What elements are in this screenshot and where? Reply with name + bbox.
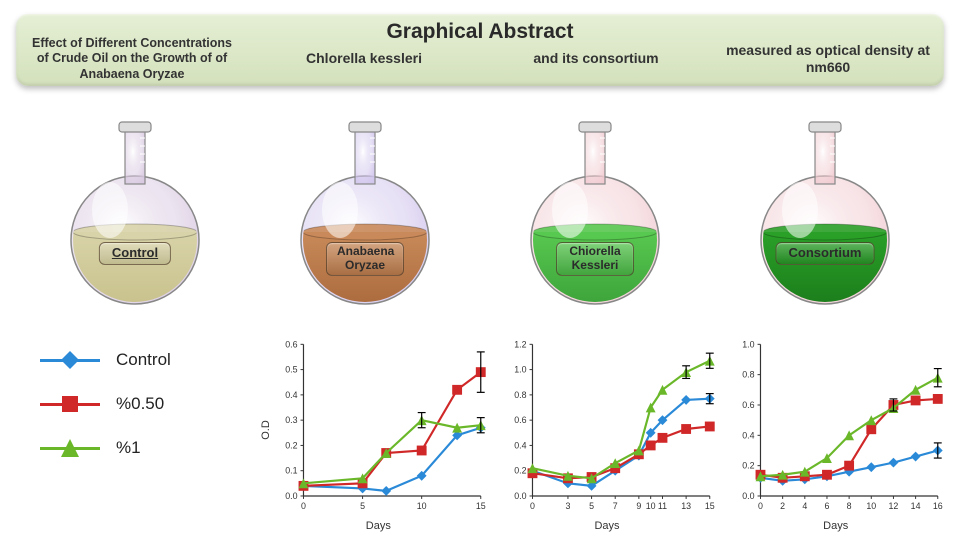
legend-label-1: %0.50 — [116, 394, 164, 414]
charts-row: O.D0.00.10.20.30.40.50.6051015Days0.00.2… — [270, 330, 944, 530]
svg-text:10: 10 — [867, 501, 877, 511]
svg-text:0: 0 — [530, 501, 535, 511]
legend-label-2: %1 — [116, 438, 141, 458]
svg-text:0.1: 0.1 — [285, 466, 297, 476]
svg-text:1.2: 1.2 — [514, 339, 526, 349]
svg-text:9: 9 — [636, 501, 641, 511]
chart-0-xlabel: Days — [270, 520, 487, 532]
svg-text:0.4: 0.4 — [285, 390, 297, 400]
svg-text:14: 14 — [911, 501, 921, 511]
chart-1-xlabel: Days — [499, 520, 716, 532]
chart-2-xlabel: Days — [727, 520, 944, 532]
legend-item-2: %1 — [40, 438, 240, 458]
svg-text:0.2: 0.2 — [514, 466, 526, 476]
svg-text:1.0: 1.0 — [743, 339, 755, 349]
legend-label-0: Control — [116, 350, 171, 370]
svg-text:0.0: 0.0 — [743, 491, 755, 501]
header-banner: Graphical Abstract Effect of Different C… — [16, 14, 944, 86]
flask-3: Consortium — [725, 100, 925, 310]
banner-cell-2: and its consortium — [480, 50, 712, 68]
svg-text:13: 13 — [681, 501, 691, 511]
legend: Control %0.50 %1 — [40, 350, 240, 482]
svg-text:0.0: 0.0 — [285, 491, 297, 501]
svg-text:15: 15 — [476, 501, 486, 511]
legend-item-0: Control — [40, 350, 240, 370]
flask-2: ChiorellaKessleri — [495, 100, 695, 310]
banner-cell-1: Chlorella kessleri — [248, 50, 480, 68]
svg-text:0.6: 0.6 — [514, 415, 526, 425]
svg-text:6: 6 — [825, 501, 830, 511]
svg-text:0.3: 0.3 — [285, 415, 297, 425]
flask-label-1: AnabaenaOryzae — [326, 242, 404, 276]
svg-text:10: 10 — [645, 501, 655, 511]
svg-text:0.4: 0.4 — [743, 430, 755, 440]
svg-text:0.2: 0.2 — [743, 461, 755, 471]
flask-label-0: Control — [99, 242, 171, 265]
svg-text:15: 15 — [705, 501, 715, 511]
svg-text:11: 11 — [658, 501, 667, 511]
svg-text:0.6: 0.6 — [743, 400, 755, 410]
chart-1: 0.0 0.2 0.4 0.6 0.8 1.0 1.2 0 3 5 7 9 1011 13 15 Days — [499, 330, 716, 530]
svg-text:10: 10 — [417, 501, 427, 511]
svg-text:0: 0 — [758, 501, 763, 511]
flask-0: Control — [35, 100, 235, 310]
flask-label-2: ChiorellaKessleri — [556, 242, 634, 276]
flask-1: AnabaenaOryzae — [265, 100, 465, 310]
svg-text:0.4: 0.4 — [514, 440, 526, 450]
legend-item-1: %0.50 — [40, 394, 240, 414]
banner-title: Graphical Abstract — [16, 20, 944, 44]
svg-text:12: 12 — [889, 501, 899, 511]
flask-label-3: Consortium — [776, 242, 875, 265]
svg-text:0: 0 — [301, 501, 306, 511]
svg-text:1.0: 1.0 — [514, 365, 526, 375]
svg-text:0.8: 0.8 — [743, 370, 755, 380]
svg-text:0.5: 0.5 — [285, 365, 297, 375]
svg-text:2: 2 — [781, 501, 786, 511]
chart-2: 0.0 0.2 0.4 0.6 0.8 1.0 0 2 4 6 8 10 12 14 16 Days — [727, 330, 944, 530]
svg-text:5: 5 — [589, 501, 594, 511]
svg-text:0.6: 0.6 — [285, 339, 297, 349]
svg-text:0.0: 0.0 — [514, 491, 526, 501]
legend-marker-1 — [40, 394, 100, 414]
chart-0: O.D0.00.10.20.30.40.50.6051015Days — [270, 330, 487, 530]
svg-text:7: 7 — [612, 501, 617, 511]
svg-text:4: 4 — [803, 501, 808, 511]
flasks-row: Control AnabaenaOryzae — [0, 100, 960, 310]
svg-text:0.8: 0.8 — [514, 390, 526, 400]
svg-text:8: 8 — [847, 501, 852, 511]
svg-text:3: 3 — [565, 501, 570, 511]
legend-marker-0 — [40, 350, 100, 370]
legend-marker-2 — [40, 438, 100, 458]
svg-text:0.2: 0.2 — [285, 440, 297, 450]
svg-text:16: 16 — [933, 501, 943, 511]
svg-text:5: 5 — [360, 501, 365, 511]
chart-0-ylabel: O.D — [260, 420, 272, 440]
banner-cell-3: measured as optical density at nm660 — [712, 42, 944, 77]
